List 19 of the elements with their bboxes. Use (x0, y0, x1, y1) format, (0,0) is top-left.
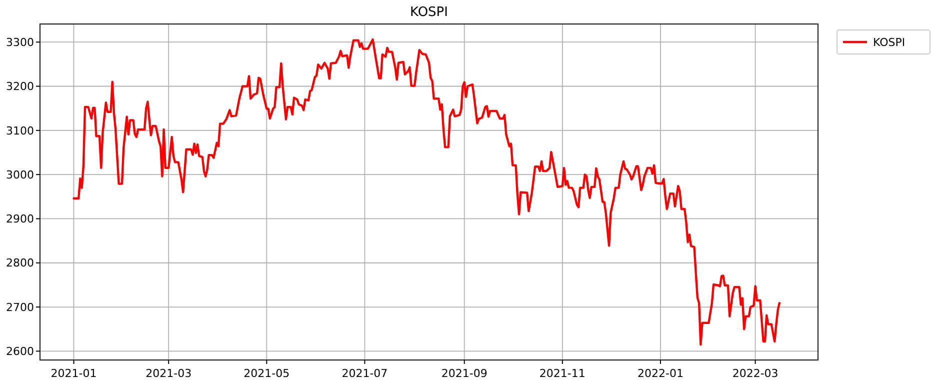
x-tick-label: 2021-05 (244, 367, 290, 380)
x-tick-label: 2021-07 (342, 367, 388, 380)
y-tick-label: 3300 (6, 36, 34, 49)
x-tick-label: 2022-03 (732, 367, 778, 380)
y-tick-label: 2800 (6, 256, 34, 270)
y-tick-label: 2900 (6, 212, 34, 226)
y-tick-label: 3200 (6, 80, 34, 94)
chart-title: KOSPI (410, 5, 448, 20)
y-tick-label: 3000 (6, 168, 34, 182)
y-tick-label: 2600 (6, 345, 34, 358)
line-series (72, 38, 781, 346)
x-tick-label: 2021-11 (539, 367, 586, 380)
y-tick-label: 3100 (6, 124, 34, 138)
legend-label: KOSPI (873, 36, 906, 49)
y-tick-label: 2700 (6, 300, 34, 314)
x-tick-label: 2021-03 (146, 367, 192, 380)
x-tick-label: 2021-01 (50, 367, 97, 380)
x-tick-label: 2021-09 (441, 367, 488, 380)
x-tick-label: 2022-01 (637, 367, 684, 380)
